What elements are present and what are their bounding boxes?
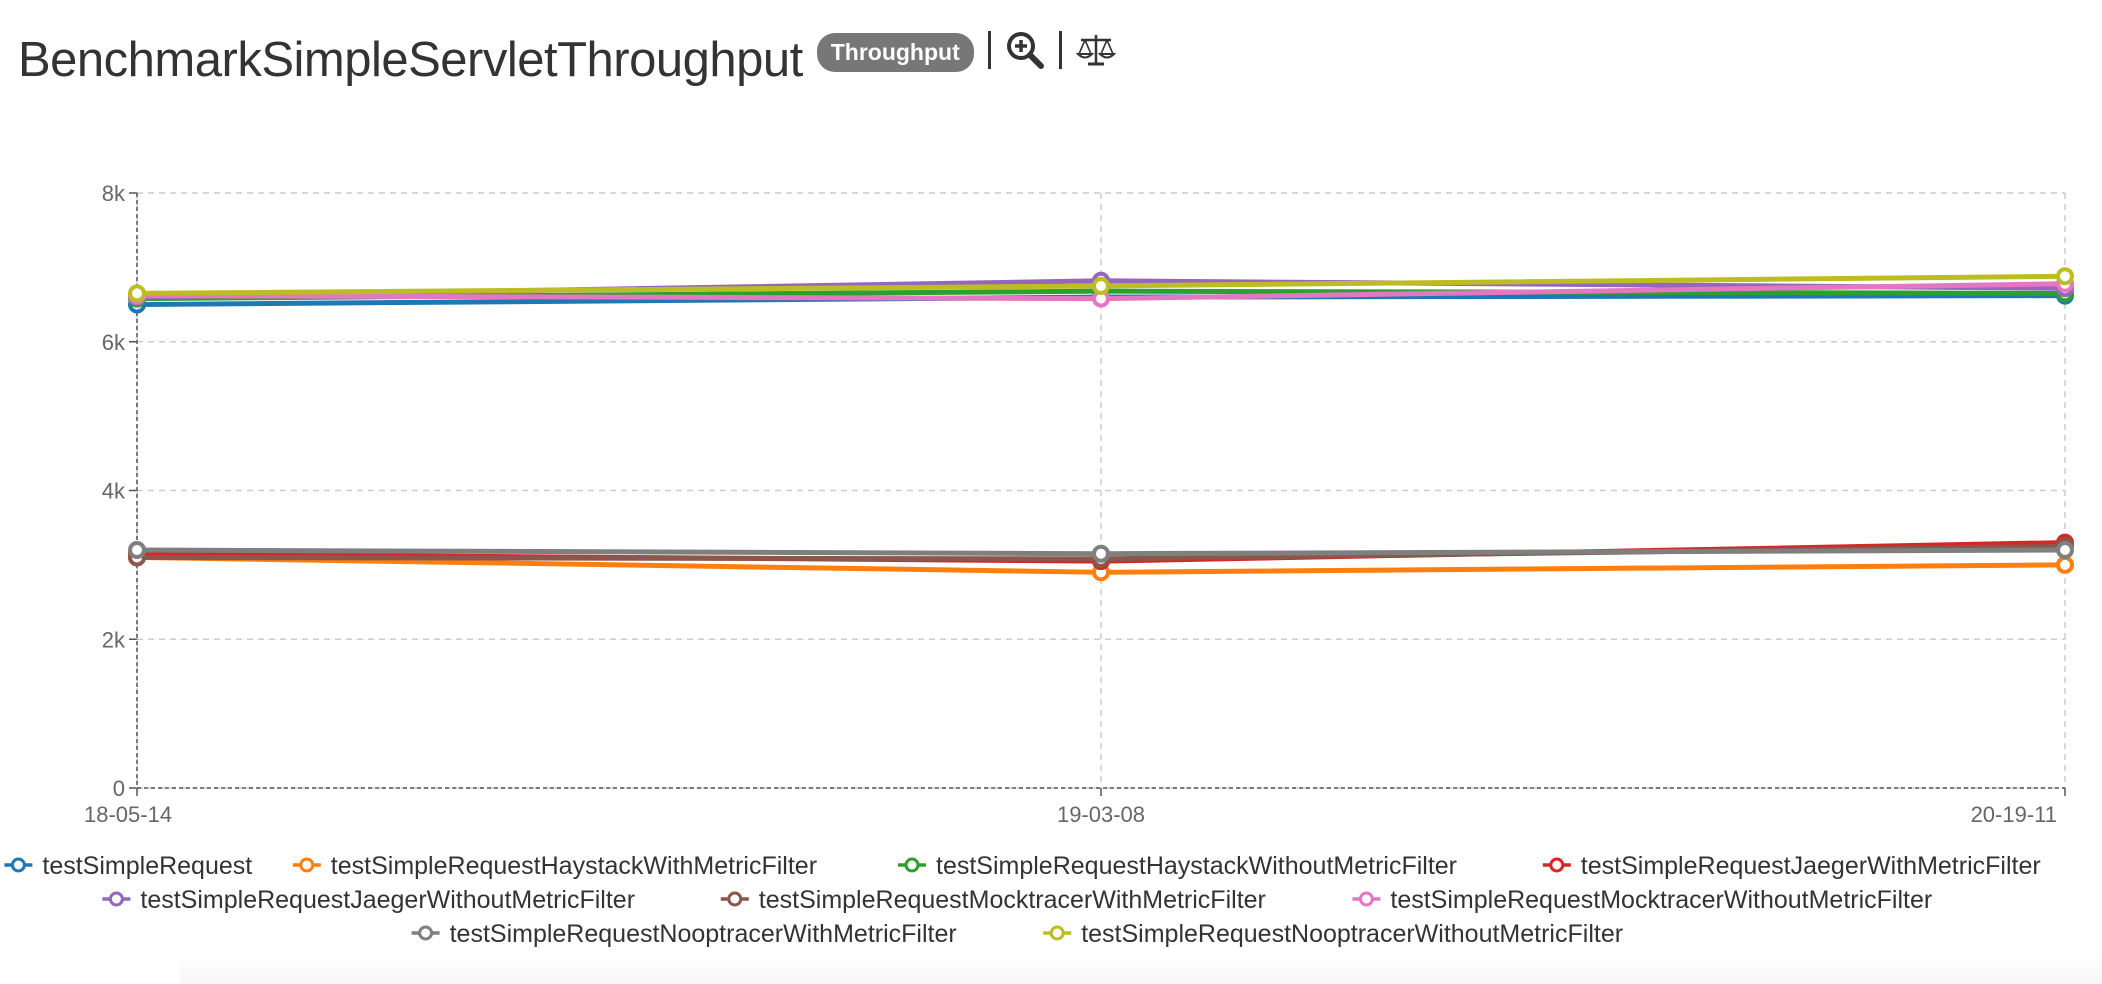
legend-label[interactable]: testSimpleRequestHaystackWithMetricFilte…	[331, 852, 817, 880]
legend-swatch-point[interactable]	[108, 891, 124, 907]
chart-header: BenchmarkSimpleServletThroughput Through…	[18, 24, 1116, 96]
data-point[interactable]	[2056, 541, 2074, 559]
zoom-in-icon[interactable]	[1005, 30, 1045, 70]
legend-label[interactable]: testSimpleRequestHaystackWithoutMetricFi…	[936, 852, 1457, 880]
x-tick-label: 18-05-14	[84, 802, 172, 827]
x-tick-label: 20-19-11	[1971, 802, 2057, 827]
data-point[interactable]	[2056, 267, 2074, 286]
legend-label[interactable]: testSimpleRequestNooptracerWithoutMetric…	[1081, 920, 1623, 948]
legend-swatch-point[interactable]	[299, 857, 315, 873]
scale-balance-icon[interactable]	[1075, 30, 1116, 70]
legend-swatch-point[interactable]	[1549, 857, 1565, 873]
header-divider	[987, 31, 991, 69]
y-tick-label: 0	[113, 776, 125, 801]
legend-label[interactable]: testSimpleRequest	[42, 852, 252, 880]
y-tick-label: 2k	[102, 627, 126, 652]
data-point[interactable]	[1092, 544, 1110, 563]
legend-label[interactable]: testSimpleRequestJaegerWithMetricFilter	[1581, 852, 2041, 880]
y-tick-label: 6k	[102, 330, 126, 355]
legend-label[interactable]: testSimpleRequestMocktracerWithMetricFil…	[759, 886, 1266, 914]
legend-label[interactable]: testSimpleRequestMocktracerWithoutMetric…	[1390, 886, 1932, 914]
legend-swatch-point[interactable]	[727, 891, 743, 907]
y-tick-label: 4k	[102, 479, 126, 504]
data-point[interactable]	[128, 284, 146, 303]
legend-swatch-point[interactable]	[418, 925, 434, 941]
y-tick-label: 8k	[102, 181, 126, 206]
legend-swatch-point[interactable]	[10, 857, 26, 873]
legend-swatch-point[interactable]	[904, 857, 920, 873]
legend-swatch-point[interactable]	[1358, 891, 1374, 907]
legend-label[interactable]: testSimpleRequestJaegerWithoutMetricFilt…	[140, 886, 635, 914]
legend-swatch-point[interactable]	[1049, 925, 1065, 941]
data-point[interactable]	[2056, 555, 2074, 574]
data-point[interactable]	[1092, 276, 1110, 295]
chart-title: BenchmarkSimpleServletThroughput	[18, 33, 803, 87]
metric-badge[interactable]: Throughput	[816, 32, 974, 72]
legend-label[interactable]: testSimpleRequestNooptracerWithMetricFil…	[450, 920, 957, 948]
x-tick-label: 19-03-08	[1057, 802, 1145, 827]
footer-shadow	[180, 955, 2102, 984]
data-point[interactable]	[128, 541, 146, 559]
header-divider	[1058, 31, 1062, 69]
